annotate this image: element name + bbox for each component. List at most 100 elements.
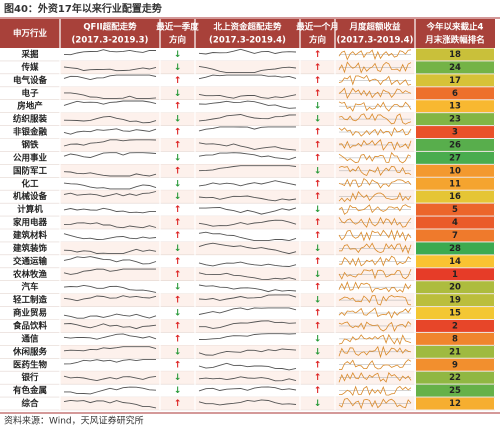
sparkline: [63, 375, 157, 382]
industry-name: 电气设备: [13, 75, 48, 86]
sparkline: [338, 139, 412, 151]
direction-arrow: ↓: [314, 205, 322, 215]
direction-arrow: ↓: [314, 244, 322, 254]
sparkline: [338, 101, 412, 112]
rank-cell: [416, 281, 494, 294]
direction-arrow: ↑: [314, 283, 322, 293]
rank-value: 5: [452, 205, 458, 215]
sparkline: [198, 48, 297, 55]
rank-cell: [416, 384, 494, 397]
sparkline: [199, 320, 297, 329]
sparkline: [63, 66, 157, 72]
direction-arrow: ↓: [314, 115, 322, 125]
rank-cell: [416, 397, 494, 410]
direction-arrow: ↑: [314, 89, 322, 99]
industry-name: 采掘: [20, 49, 39, 60]
sparkline: [63, 139, 157, 147]
sparkline: [198, 261, 297, 267]
sparkline: [198, 114, 297, 122]
rank-cell: [416, 87, 494, 100]
sparkline: [63, 207, 157, 214]
sparkline: [198, 294, 297, 301]
direction-arrow: ↑: [314, 321, 322, 331]
industry-name: 食品饮料: [13, 320, 48, 331]
figure-title: 图40：外资17年以来行业配置走势: [4, 2, 162, 15]
rank-value: 9: [452, 360, 458, 370]
row-band: [60, 293, 415, 307]
rank-cell: [416, 61, 494, 74]
sparkline: [63, 333, 157, 340]
rank-value: 2: [452, 321, 458, 331]
direction-arrow: ↑: [314, 50, 322, 60]
direction-arrow: ↓: [174, 89, 182, 99]
rank-value: 6: [452, 89, 458, 99]
sparkline: [63, 128, 157, 135]
rank-value: 27: [449, 153, 461, 163]
rank-value: 28: [449, 244, 461, 254]
header-cell: (2017.3-2019.4): [337, 36, 414, 46]
direction-arrow: ↓: [174, 347, 182, 357]
direction-arrow: ↑: [314, 179, 322, 189]
sparkline: [63, 191, 157, 197]
rank-value: 11: [449, 179, 461, 189]
sparkline: [198, 348, 297, 356]
rank-value: 20: [449, 283, 461, 293]
industry-name: 休闲服务: [12, 346, 48, 357]
sparkline: [63, 182, 157, 190]
rank-value: 8: [452, 334, 458, 344]
direction-arrow: ↑: [174, 102, 182, 112]
sparkline: [198, 307, 297, 315]
sparkline: [339, 242, 412, 255]
header-cell: QFII超配走势: [83, 22, 137, 33]
direction-arrow: ↑: [174, 205, 182, 215]
sparkline: [63, 323, 157, 330]
rank-value: 19: [449, 296, 461, 306]
rank-cell: [416, 320, 494, 332]
rank-cell: [416, 48, 494, 61]
sparkline: [199, 207, 297, 215]
sparkline: [338, 127, 412, 137]
industry-name: 钢铁: [21, 139, 39, 150]
rank-cell: [416, 139, 494, 151]
direction-arrow: ↓: [174, 179, 182, 189]
sparkline: [63, 284, 157, 293]
direction-arrow: ↑: [174, 128, 182, 138]
direction-arrow: ↓: [314, 166, 322, 176]
header-bg: [0, 19, 495, 48]
rank-value: 3: [452, 128, 458, 138]
sparkline: [64, 386, 157, 395]
sparkline: [63, 171, 157, 177]
direction-arrow: ↑: [314, 128, 322, 138]
direction-arrow: ↑: [314, 386, 322, 396]
rank-cell: [416, 242, 494, 255]
rank-value: 24: [449, 63, 461, 73]
sparkline: [338, 165, 412, 177]
rank-cell: [416, 332, 494, 345]
rank-cell: [416, 294, 494, 307]
sparkline: [338, 151, 412, 164]
direction-arrow: ↓: [314, 102, 322, 112]
sparkline: [338, 177, 412, 189]
rank-value: 10: [449, 166, 461, 176]
rank-value: 21: [449, 347, 461, 357]
rank-cell: [416, 268, 494, 281]
industry-name: 房地产: [17, 101, 43, 112]
sparkline: [63, 100, 157, 106]
row-band: [60, 319, 415, 333]
sparkline: [198, 362, 297, 371]
header-cell: (2017.3-2019.4): [209, 36, 286, 46]
sparkline: [338, 359, 412, 371]
direction-arrow: ↑: [174, 257, 182, 267]
rank-cell: [416, 190, 494, 203]
sparkline: [338, 333, 412, 346]
sparkline: [338, 204, 412, 215]
industry-name: 汽车: [21, 282, 39, 293]
header-cell: 北上资金超配走势: [213, 22, 282, 33]
direction-arrow: ↓: [174, 115, 182, 125]
direction-arrow: ↓: [314, 270, 322, 280]
direction-arrow: ↑: [174, 270, 182, 280]
industry-name: 家用电器: [13, 217, 48, 228]
direction-arrow: ↓: [174, 63, 182, 73]
industry-name: 传媒: [20, 62, 39, 73]
industry-name: 建筑材料: [12, 230, 48, 241]
